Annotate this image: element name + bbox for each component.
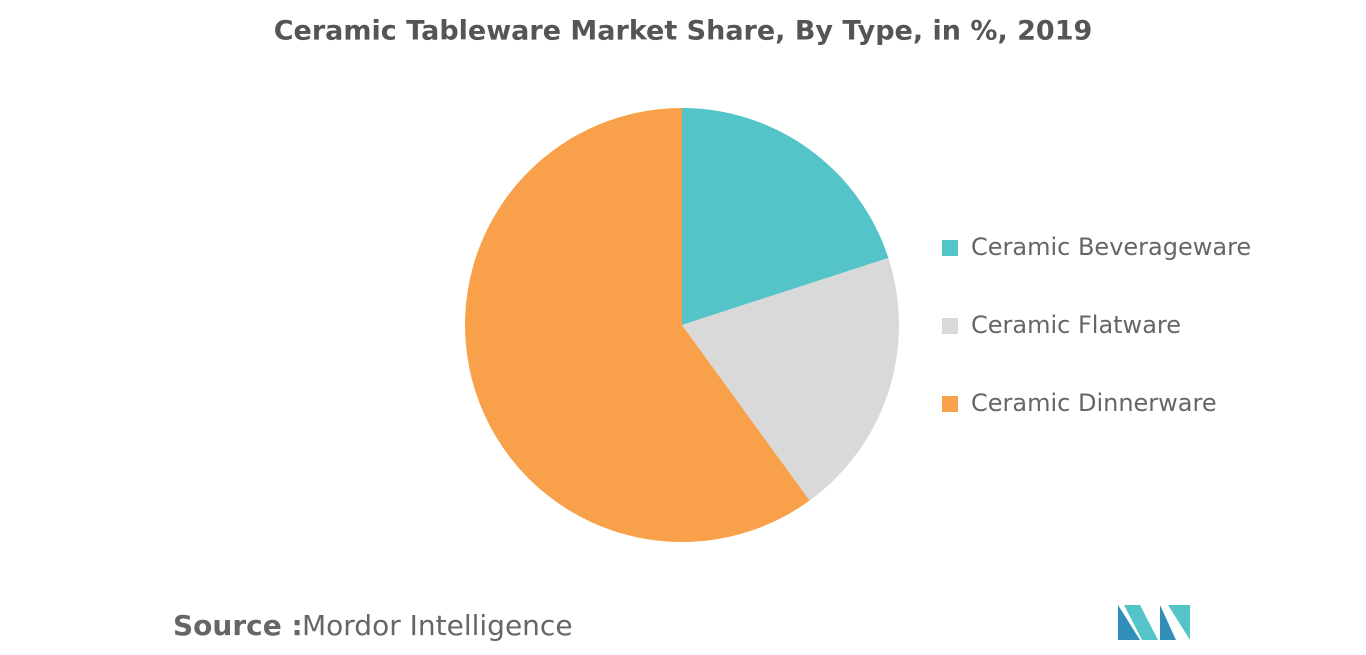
pie-slice — [682, 257, 900, 501]
source-label: Source : — [173, 609, 303, 642]
pie-slice — [682, 108, 889, 325]
legend-swatch — [942, 318, 958, 334]
legend-label: Ceramic Dinnerware — [971, 389, 1217, 417]
logo-part — [1124, 605, 1158, 640]
logo-part — [1168, 605, 1190, 640]
logo-part — [1160, 605, 1176, 640]
logo-part — [1118, 605, 1140, 640]
chart-title: Ceramic Tableware Market Share, By Type,… — [274, 16, 1093, 47]
legend-label: Ceramic Flatware — [971, 311, 1181, 339]
source: Mordor Intelligence — [302, 609, 573, 642]
legend-swatch — [942, 396, 958, 412]
legend-swatch — [942, 240, 958, 256]
pie-slice — [464, 108, 810, 542]
legend-label: Ceramic Beverageware — [971, 233, 1251, 261]
logo — [1118, 605, 1190, 640]
